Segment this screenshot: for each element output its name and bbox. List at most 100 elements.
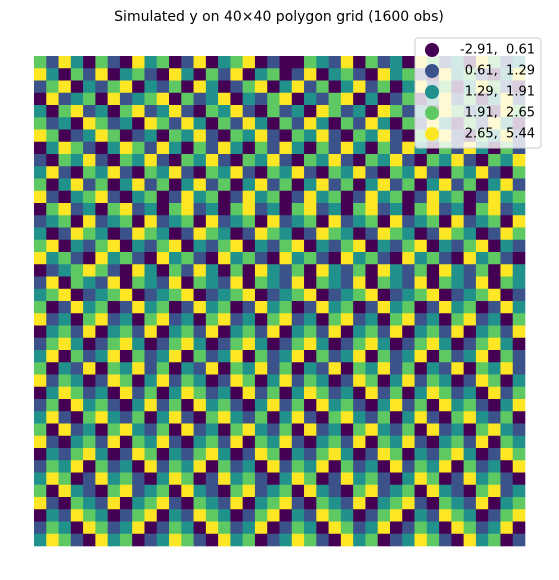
cell — [365, 56, 378, 69]
cell — [402, 423, 415, 437]
cell — [242, 227, 256, 241]
cell — [304, 337, 317, 351]
cell — [46, 533, 59, 547]
cell — [34, 374, 47, 388]
cell — [439, 154, 452, 167]
cell — [34, 497, 47, 510]
cell — [463, 460, 477, 473]
cell — [500, 484, 514, 498]
cell — [34, 484, 47, 498]
cell — [95, 117, 108, 130]
cell — [328, 509, 342, 522]
cell — [365, 472, 378, 486]
cell — [316, 460, 329, 473]
cell — [377, 288, 391, 302]
cell — [365, 92, 378, 106]
cell — [254, 337, 268, 351]
cell — [144, 190, 158, 204]
cell — [291, 411, 305, 424]
cell — [488, 448, 501, 461]
cell — [512, 337, 526, 351]
cell — [463, 325, 477, 339]
cell — [328, 154, 342, 167]
cell — [83, 484, 96, 498]
cell — [107, 533, 121, 547]
cell — [132, 386, 145, 400]
cell — [70, 337, 84, 351]
cell — [389, 105, 403, 118]
cell — [304, 92, 317, 106]
cell — [205, 460, 219, 473]
cell — [181, 264, 194, 277]
cell — [340, 423, 354, 437]
legend-swatch — [425, 64, 439, 78]
cell — [230, 435, 243, 449]
cell — [475, 252, 489, 265]
cell — [279, 301, 293, 314]
cell — [353, 423, 366, 437]
cell — [144, 497, 158, 510]
cell — [389, 239, 403, 253]
cell — [279, 264, 293, 277]
cell — [58, 460, 72, 473]
cell — [353, 337, 366, 351]
cell — [353, 154, 366, 167]
cell — [279, 313, 293, 326]
cell — [34, 178, 47, 192]
cell — [475, 460, 489, 473]
cell — [70, 117, 84, 130]
cell — [205, 56, 219, 69]
cell — [291, 203, 305, 216]
cell — [181, 435, 194, 449]
cell — [205, 117, 219, 130]
cell — [475, 276, 489, 290]
cell — [365, 484, 378, 498]
cell — [107, 337, 121, 351]
cell — [95, 252, 108, 265]
cell — [230, 313, 243, 326]
cell — [488, 178, 501, 192]
cell — [340, 301, 354, 314]
cell — [119, 386, 133, 400]
cell — [70, 533, 84, 547]
cell — [512, 472, 526, 486]
cell — [193, 301, 207, 314]
cell — [46, 227, 59, 241]
cell — [254, 362, 268, 375]
cell — [46, 276, 59, 290]
cell — [463, 215, 477, 228]
cell — [205, 80, 219, 94]
cell — [169, 56, 182, 69]
cell — [83, 399, 96, 412]
cell — [377, 313, 391, 326]
cell — [451, 472, 464, 486]
cell — [70, 264, 84, 277]
cell — [500, 203, 514, 216]
cell — [353, 325, 366, 339]
cell — [279, 521, 293, 535]
cell — [119, 313, 133, 326]
cell — [304, 105, 317, 118]
cell — [70, 472, 84, 486]
cell — [205, 374, 219, 388]
cell — [500, 374, 514, 388]
cell — [95, 264, 108, 277]
cell — [439, 288, 452, 302]
cell — [439, 472, 452, 486]
cell — [169, 350, 182, 363]
cell — [512, 166, 526, 179]
cell — [475, 399, 489, 412]
cell — [254, 190, 268, 204]
cell — [500, 435, 514, 449]
cell — [439, 276, 452, 290]
cell — [500, 227, 514, 241]
cell — [34, 350, 47, 363]
cell — [353, 484, 366, 498]
cell — [95, 386, 108, 400]
cell — [156, 484, 170, 498]
cell — [83, 92, 96, 106]
cell — [402, 362, 415, 375]
cell — [426, 190, 440, 204]
cell — [475, 533, 489, 547]
cell — [95, 313, 108, 326]
